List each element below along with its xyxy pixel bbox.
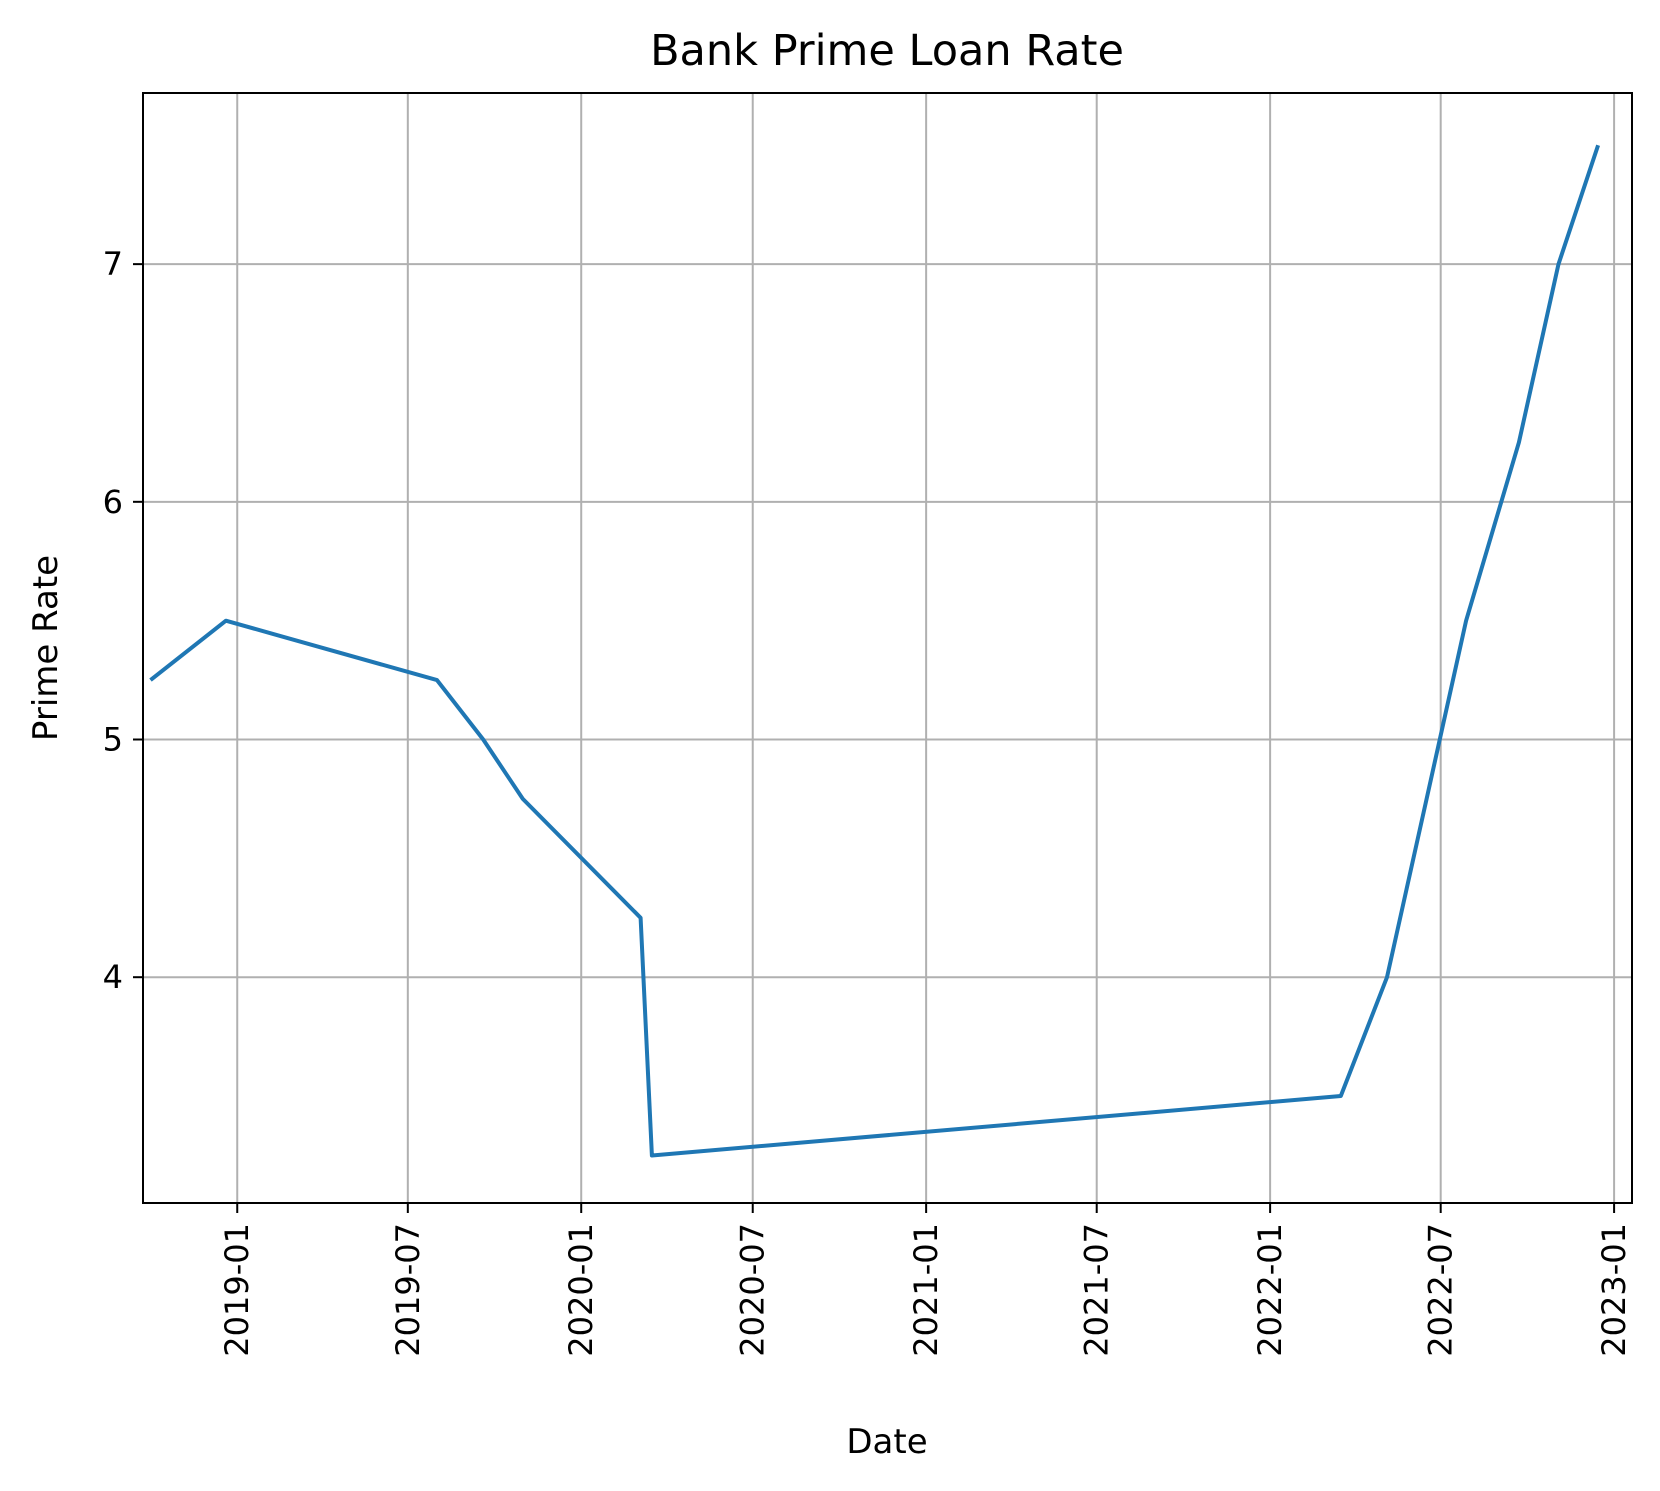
y-tick-label: 6 <box>103 483 123 521</box>
x-tick-label: 2020-07 <box>734 1223 772 1357</box>
y-tick-label: 7 <box>103 245 123 283</box>
x-tick-label: 2019-01 <box>218 1223 256 1357</box>
x-tick-label: 2021-01 <box>907 1223 945 1357</box>
prime-rate-line <box>149 144 1600 1158</box>
y-axis-label: Prime Rate <box>26 555 66 741</box>
y-tick-label: 4 <box>103 958 123 996</box>
y-axis-ticks: 4 5 6 7 <box>103 245 143 996</box>
x-axis-label: Date <box>846 1422 927 1462</box>
x-tick-label: 2020-01 <box>562 1223 600 1357</box>
x-tick-label: 2022-07 <box>1422 1223 1460 1357</box>
x-tick-label: 2021-07 <box>1078 1223 1116 1357</box>
y-tick-label: 5 <box>103 721 123 759</box>
plot-frame <box>142 92 1633 1204</box>
chart-title: Bank Prime Loan Rate <box>650 26 1124 76</box>
grid-lines <box>143 93 1632 1203</box>
x-tick-label: 2019-07 <box>389 1223 427 1357</box>
x-tick-label: 2022-01 <box>1251 1223 1289 1357</box>
x-tick-label: 2023-01 <box>1595 1223 1633 1357</box>
x-axis-ticks: 2019-01 2019-07 2020-01 2020-07 2021-01 2021-… <box>218 1203 1633 1357</box>
